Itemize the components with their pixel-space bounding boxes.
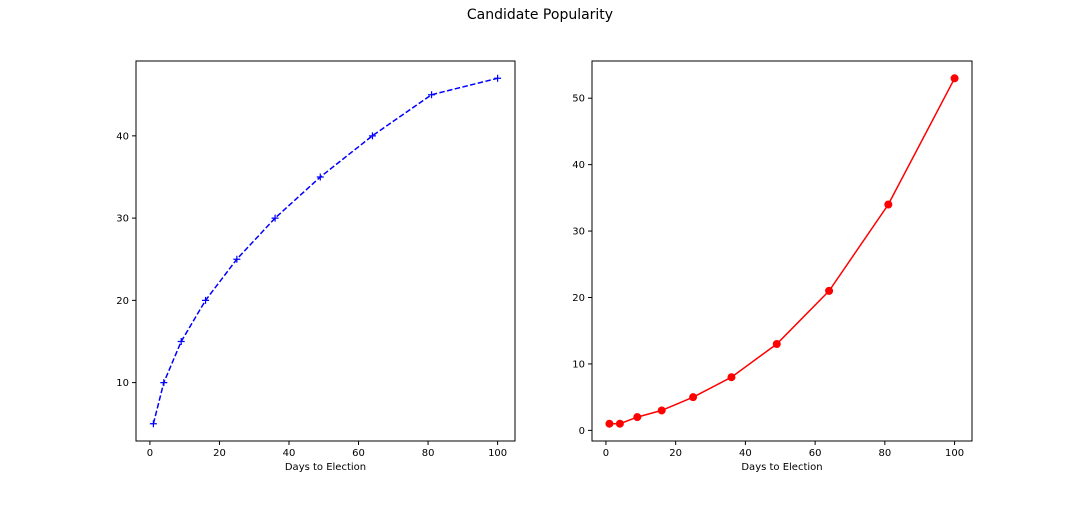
y-tick-label: 10 [116,378,129,389]
data-point-marker [316,173,324,181]
data-point-marker [825,286,834,295]
data-point-marker [428,91,436,99]
data-point-marker [633,413,642,422]
data-point-marker [772,340,781,349]
data-point-marker [494,74,502,82]
chart-1: 0 20 40 60 80 100 10 20 30 40 Days to Election [116,60,516,473]
data-point-marker [950,74,959,83]
axes-frame [135,60,516,442]
data-point-marker [605,419,614,428]
y-tick-label: 30 [116,214,129,225]
x-tick-label: 0 [147,448,153,459]
y-tick-label: 10 [572,359,585,370]
data-point-marker [160,379,168,387]
y-tick-label: 40 [116,131,129,142]
data-point-marker [149,420,157,428]
y-tick-label: 0 [579,426,585,437]
y-tick-label: 30 [572,227,585,238]
y-tick-label: 40 [572,160,585,171]
x-tick-label: 100 [945,448,964,459]
data-point-marker [657,406,666,415]
x-axis-label: Days to Election [285,462,366,473]
x-tick-label: 80 [878,448,891,459]
data-point-marker [271,214,279,222]
data-point-marker [202,296,210,304]
x-tick-label: 20 [213,448,226,459]
axes-frame [591,60,973,442]
x-tick-label: 20 [669,448,682,459]
x-tick-label: 40 [739,448,752,459]
x-tick-label: 40 [283,448,296,459]
data-point-marker [368,132,376,140]
series-line [152,77,498,424]
y-tick-label: 20 [572,293,585,304]
x-tick-label: 60 [809,448,822,459]
x-tick-label: 80 [422,448,435,459]
series-line [609,77,956,425]
data-point-marker [727,373,736,382]
y-tick-label: 20 [116,296,129,307]
data-point-marker [615,419,624,428]
data-point-marker [233,255,241,263]
data-point-marker [884,200,893,209]
x-tick-label: 60 [352,448,365,459]
data-point-marker [177,337,185,345]
x-tick-label: 100 [488,448,507,459]
y-tick-label: 50 [572,94,585,105]
figure-title: Candidate Popularity [466,7,614,23]
data-point-marker [689,393,698,402]
x-tick-label: 0 [603,448,609,459]
chart-2: 0 20 40 60 80 100 0 10 20 30 40 50 Days to Election [572,60,973,473]
x-axis-label: Days to Election [741,462,822,473]
